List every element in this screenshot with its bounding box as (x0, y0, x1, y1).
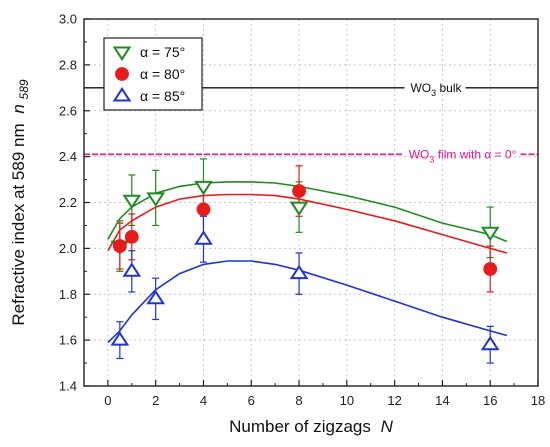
reference-line-label: WO3 film with α = 0° (409, 147, 517, 164)
data-point (110, 331, 130, 346)
y-axis-label: Refractive index at 589 nm n 589 (9, 79, 31, 326)
legend-marker (112, 87, 132, 102)
y-tick-label: 1.8 (59, 287, 77, 302)
data-point (480, 226, 500, 242)
reference-label-main: WO (409, 147, 430, 161)
x-tick-label: 16 (483, 393, 497, 408)
data-point (112, 239, 127, 253)
legend-label: α = 80° (140, 66, 185, 82)
x-tick-label: 4 (200, 393, 207, 408)
y-tick-label: 2.2 (59, 195, 77, 210)
fit-curves (107, 181, 508, 343)
y-tick-label: 2.0 (59, 241, 77, 256)
data-point (480, 335, 500, 351)
y-tick-label: 2.6 (59, 103, 77, 118)
data-point (194, 180, 213, 196)
fit-curve (107, 260, 508, 343)
legend: α = 75° α = 80° α = 85° (103, 37, 203, 111)
data-point (122, 262, 142, 277)
data-point (124, 230, 139, 244)
x-tick-label: 6 (248, 393, 255, 408)
data-point (483, 262, 498, 276)
y-tick-label: 1.4 (59, 379, 77, 394)
x-axis-label: Number of zigzags N (229, 417, 393, 436)
data-point (194, 230, 213, 245)
reference-label-main: WO (410, 81, 431, 95)
y-tick-label: 1.6 (59, 333, 77, 348)
reference-label-sub: 3 (431, 88, 436, 98)
y-axis-label-var: n (9, 104, 28, 113)
x-tick-label: 0 (104, 393, 111, 408)
legend-marker (112, 46, 132, 61)
data-point (196, 202, 211, 217)
reference-label-sub: 3 (429, 154, 434, 164)
data-point (289, 264, 309, 280)
data-point (292, 184, 306, 198)
y-axis-label-sub: 589 (17, 79, 31, 99)
x-tick-label: 2 (152, 393, 159, 408)
reference-line-label: WO3 bulk (410, 81, 462, 98)
x-tick-label: 10 (340, 393, 354, 408)
x-tick-label: 18 (531, 393, 545, 408)
y-tick-label: 2.8 (59, 57, 77, 72)
axis-ticks: 0 2 4 6 8 10 12 14 16 18 1.4 1.6 1.8 2.0 2.2 2.4 2.6 2.8 3… (59, 12, 545, 409)
data-point (122, 194, 142, 210)
data-point (146, 192, 166, 207)
legend-marker (115, 67, 129, 81)
data-point (289, 201, 309, 217)
x-tick-label: 12 (387, 393, 401, 408)
y-tick-label: 3.0 (59, 12, 77, 27)
y-tick-label: 2.4 (59, 149, 77, 164)
legend-label: α = 85° (140, 88, 185, 104)
data-points (110, 158, 500, 364)
x-axis-label-text: Number of zigzags (229, 417, 371, 436)
legend-label: α = 75° (140, 44, 185, 60)
x-tick-label: 14 (435, 393, 449, 408)
fit-curve (107, 193, 508, 254)
x-tick-label: 8 (295, 393, 302, 408)
data-point (146, 289, 166, 305)
x-axis-label-var: N (381, 417, 394, 436)
y-axis-label-text: Refractive index at 589 nm (9, 123, 28, 325)
fit-curve (107, 181, 508, 243)
reference-label-rest: film with α = 0° (434, 147, 516, 161)
reference-label-rest: bulk (436, 81, 462, 95)
